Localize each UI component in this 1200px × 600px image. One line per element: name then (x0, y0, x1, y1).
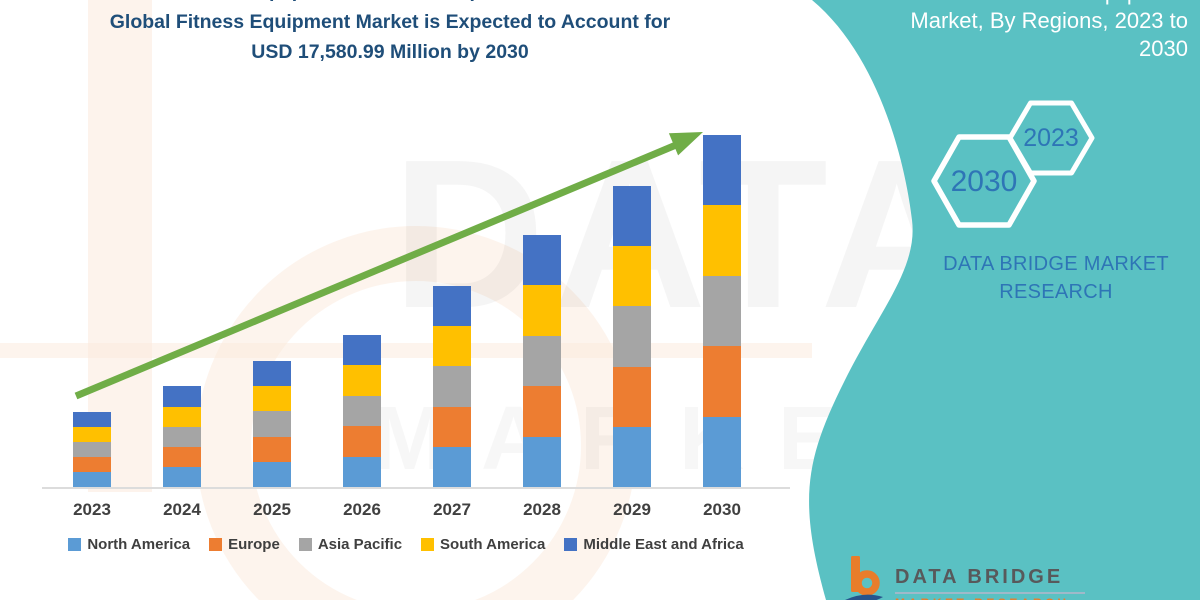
bar-segment-europe (253, 436, 291, 462)
databridge-logo-icon (845, 556, 883, 600)
bar-segment-south-america (73, 426, 111, 442)
bar-segment-north-america (73, 471, 111, 487)
bar-segment-north-america (433, 446, 471, 487)
brand-text-line1: DATA BRIDGE MARKET (943, 253, 1169, 275)
bar-segment-middle-east-and-africa (433, 285, 471, 327)
legend-swatch-icon (298, 538, 312, 551)
bar-segment-south-america (523, 285, 561, 336)
x-axis-label: 2029 (613, 500, 651, 519)
bar-segment-asia-pacific (253, 411, 291, 437)
footer-logo-rule (895, 592, 1085, 594)
legend-item: South America (421, 536, 545, 553)
legend: North America Europe Asia Pacific South Ame… (32, 536, 780, 553)
legend-item: Middle East and Africa (564, 536, 744, 553)
legend-item: Europe (209, 536, 280, 553)
legend-label: South America (440, 536, 546, 553)
x-axis-label: 2023 (73, 500, 111, 519)
bar-segment-asia-pacific (163, 426, 201, 447)
bar-segment-middle-east-and-africa (73, 411, 111, 427)
bar-segment-asia-pacific (73, 441, 111, 457)
bar-segment-south-america (253, 386, 291, 412)
bar-segment-north-america (163, 466, 201, 487)
bar-segment-asia-pacific (703, 275, 741, 347)
footer-logo-name: DATA BRIDGE (895, 566, 1064, 588)
legend-label: Asia Pacific (317, 536, 403, 553)
bar-segment-europe (523, 386, 561, 437)
bar-segment-middle-east-and-africa (343, 335, 381, 366)
legend-label: North America (87, 536, 191, 553)
legend-item: Asia Pacific (298, 536, 403, 553)
bar-segment-south-america (703, 205, 741, 276)
bar-segment-middle-east-and-africa (703, 135, 741, 206)
bar-segment-south-america (343, 365, 381, 396)
bar-segment-europe (343, 426, 381, 457)
side-panel-title-line2: Market, By Regions, 2023 to (910, 8, 1188, 33)
bar-segment-europe (73, 456, 111, 472)
chart-title: Global Fitness Equipment Market is Expec… (60, 7, 720, 67)
bar-segment-middle-east-and-africa (523, 234, 561, 286)
bar-segment-middle-east-and-africa (253, 361, 291, 387)
legend-swatch-icon (421, 538, 435, 551)
legend-swatch-icon (68, 538, 82, 551)
footer-logo-text: DATA BRIDGE MARKET RESEARCH (895, 556, 1085, 600)
bar-segment-asia-pacific (613, 306, 651, 367)
bar-segment-middle-east-and-africa (163, 386, 201, 407)
legend-swatch-icon (564, 538, 578, 551)
x-axis-label: 2026 (343, 500, 381, 519)
chart-title-line2: USD 17,580.99 Million by 2030 (251, 41, 529, 63)
x-axis-label: 2027 (433, 500, 471, 519)
bar-segment-north-america (703, 416, 741, 487)
watermark-brand-text: DATA BRIDGE (392, 115, 1200, 352)
bar-segment-north-america (613, 426, 651, 487)
bar-segment-europe (163, 446, 201, 467)
x-axis-label: 2030 (703, 500, 741, 519)
bar-segment-europe (613, 366, 651, 427)
bar-segment-asia-pacific (343, 395, 381, 427)
side-panel-title-line1: Global Fitness Equipment (828, 0, 1188, 7)
chart-title-line1: Global Fitness Equipment Market is Expec… (109, 11, 671, 33)
watermark-sub-text: MARKET RESEARCH (372, 388, 1200, 491)
bar-segment-middle-east-and-africa (613, 186, 651, 247)
side-panel-title-line3: 2030 (1139, 36, 1188, 61)
clipped-top-text: Global Fitness Equipment Market is Expec… (60, 0, 720, 6)
legend-swatch-icon (209, 538, 223, 551)
bar-segment-north-america (253, 461, 291, 487)
x-axis-label: 2028 (523, 500, 561, 519)
brand-text-line2: RESEARCH (999, 281, 1113, 303)
bar-segment-south-america (613, 246, 651, 307)
x-axis-label: 2025 (253, 500, 291, 519)
bar-segment-south-america (433, 326, 471, 367)
side-panel-title: Global Fitness Equipment Market, By Regi… (828, 0, 1188, 63)
x-axis-label: 2024 (163, 500, 201, 519)
bar-segment-europe (433, 406, 471, 447)
bar-segment-europe (703, 346, 741, 417)
legend-label: Middle East and Africa (583, 536, 744, 553)
bar-segment-asia-pacific (433, 366, 471, 407)
footer-logo: DATA BRIDGE MARKET RESEARCH (843, 556, 1085, 600)
legend-label: Europe (228, 536, 280, 553)
legend-item: North America (68, 536, 190, 553)
bar-segment-north-america (343, 456, 381, 487)
x-axis-line (42, 487, 790, 489)
bar-segment-south-america (163, 406, 201, 427)
bar-segment-asia-pacific (523, 335, 561, 387)
bar-segment-north-america (523, 436, 561, 487)
brand-text: DATA BRIDGE MARKET RESEARCH (925, 250, 1187, 306)
footer-logo-sub: MARKET RESEARCH (895, 596, 1085, 600)
